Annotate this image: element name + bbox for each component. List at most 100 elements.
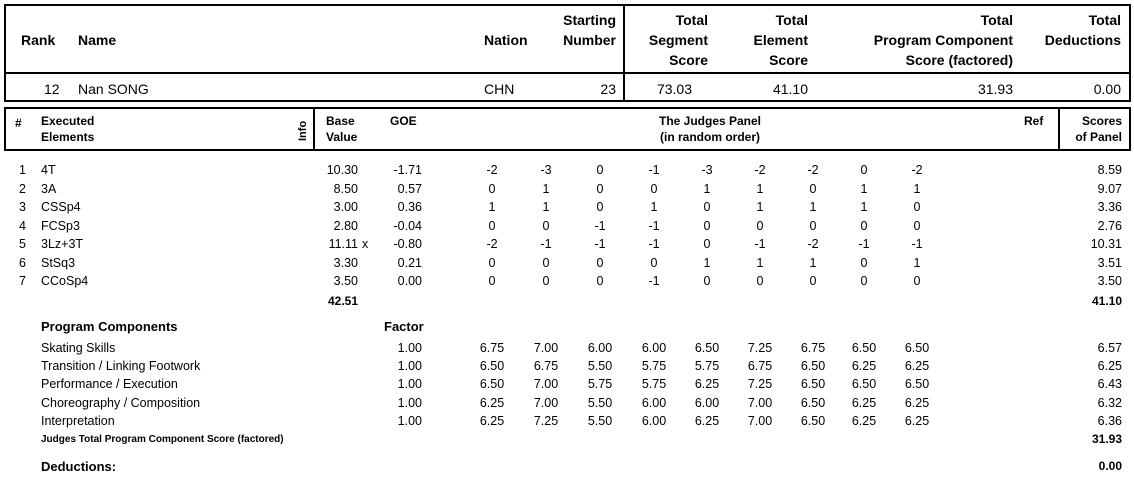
element-judge-score: -1	[754, 237, 766, 251]
header-info: Info	[297, 120, 309, 141]
component-judge-score: 5.75	[694, 359, 720, 374]
element-judge-score: 0	[913, 200, 921, 214]
skater-nation: CHN	[484, 81, 515, 97]
summary-divider	[4, 72, 1131, 74]
summary-box	[4, 4, 1131, 102]
element-num: 5	[19, 237, 26, 251]
element-judge-score: -3	[540, 163, 552, 177]
element-judge-score: 1	[542, 181, 550, 196]
component-judge-score: 7.00	[747, 395, 773, 410]
element-name: StSq3	[41, 255, 76, 270]
element-judge-score: -2	[807, 163, 819, 177]
component-name: Interpretation	[41, 413, 115, 428]
elements-total-base: 42.51	[327, 294, 358, 308]
element-judge-score: 0	[913, 218, 921, 233]
element-judge-score: 0	[488, 181, 496, 196]
element-judge-score: 0	[596, 255, 604, 270]
element-judge-score: 1	[860, 181, 868, 196]
pcs-total-label: Judges Total Program Component Score (fa…	[41, 434, 284, 445]
element-judge-score: 0	[596, 274, 604, 288]
component-name: Skating Skills	[41, 341, 116, 355]
element-judge-score: 0	[860, 218, 868, 233]
component-judge-score: 5.50	[587, 395, 613, 410]
header-total-element-score: Total Element Score	[753, 12, 808, 68]
element-goe: 0.21	[397, 255, 422, 270]
element-judge-score: 0	[809, 218, 817, 233]
component-judge-score: 7.25	[533, 413, 559, 428]
element-info: x	[362, 237, 369, 251]
element-name: CSSp4	[41, 200, 81, 214]
component-judge-score: 6.00	[641, 341, 667, 355]
component-judge-score: 6.50	[904, 377, 930, 392]
component-factor: 1.00	[397, 341, 422, 355]
element-goe: 0.57	[397, 181, 422, 196]
deductions-value: 0.00	[1098, 459, 1122, 473]
element-judge-score: -1	[648, 218, 660, 233]
element-base-value: 10.30	[326, 163, 358, 177]
element-panel-score: 3.51	[1097, 255, 1122, 270]
element-judge-score: 0	[596, 181, 604, 196]
element-base-value: 3.30	[333, 255, 358, 270]
element-judge-score: 0	[542, 218, 550, 233]
element-judge-score: 0	[860, 274, 868, 288]
element-judge-score: 0	[703, 218, 711, 233]
header-nation: Nation	[484, 32, 528, 48]
element-judge-score: 1	[703, 255, 711, 270]
elements-header-vdivider-1	[313, 107, 315, 151]
skater-total-pcs: 31.93	[977, 81, 1013, 97]
header-base-value: Base Value	[326, 114, 358, 144]
element-judge-score: 0	[703, 200, 711, 214]
element-goe: 0.00	[397, 274, 422, 288]
element-judge-score: 1	[913, 181, 921, 196]
component-judge-score: 6.50	[800, 359, 826, 374]
component-judge-score: 6.00	[641, 413, 667, 428]
element-judge-score: -1	[648, 163, 660, 177]
component-judge-score: 6.50	[800, 377, 826, 392]
element-judge-score: -2	[486, 237, 498, 251]
component-judge-score: 6.75	[747, 359, 773, 374]
component-judge-score: 6.00	[641, 395, 667, 410]
component-judge-score: 6.50	[694, 341, 720, 355]
element-judge-score: 1	[756, 200, 764, 214]
element-panel-score: 2.76	[1097, 218, 1122, 233]
element-num: 3	[19, 200, 26, 214]
component-judge-score: 6.25	[851, 395, 877, 410]
component-factor: 1.00	[397, 395, 422, 410]
component-judge-score: 7.25	[747, 377, 773, 392]
element-panel-score: 3.36	[1097, 200, 1122, 214]
header-ref: Ref	[1024, 114, 1044, 128]
component-judge-score: 6.25	[904, 395, 930, 410]
element-judge-score: 0	[488, 218, 496, 233]
component-judge-score: 7.00	[533, 341, 559, 355]
component-judge-score: 7.00	[747, 413, 773, 428]
element-judge-score: 0	[809, 274, 817, 288]
component-factor: 1.00	[397, 359, 422, 374]
component-judge-score: 6.75	[533, 359, 559, 374]
element-judge-score: 0	[650, 181, 658, 196]
header-rank: Rank	[21, 32, 56, 48]
header-goe: GOE	[390, 114, 417, 128]
element-judge-score: 0	[913, 274, 921, 288]
component-panel-score: 6.43	[1097, 377, 1122, 392]
element-base-value: 3.00	[333, 200, 358, 214]
element-name: 3Lz+3T	[41, 237, 84, 251]
elements-total-score: 41.10	[1091, 294, 1122, 308]
element-panel-score: 8.59	[1097, 163, 1122, 177]
element-judge-score: 0	[488, 274, 496, 288]
component-judge-score: 7.25	[747, 341, 773, 355]
element-judge-score: -1	[648, 237, 660, 251]
element-judge-score: 1	[756, 181, 764, 196]
component-judge-score: 6.25	[479, 395, 505, 410]
component-judge-score: 5.75	[641, 359, 667, 374]
element-judge-score: 1	[860, 200, 868, 214]
header-name: Name	[78, 32, 117, 48]
element-panel-score: 9.07	[1097, 181, 1122, 196]
element-judge-score: 1	[913, 255, 921, 270]
skater-total-element-score: 41.10	[772, 81, 808, 97]
element-judge-score: 0	[542, 274, 550, 288]
element-name: FCSp3	[41, 218, 80, 233]
element-judge-score: 0	[488, 255, 496, 270]
component-judge-score: 5.75	[641, 377, 667, 392]
element-goe: 0.36	[397, 200, 422, 214]
component-panel-score: 6.36	[1097, 413, 1122, 428]
